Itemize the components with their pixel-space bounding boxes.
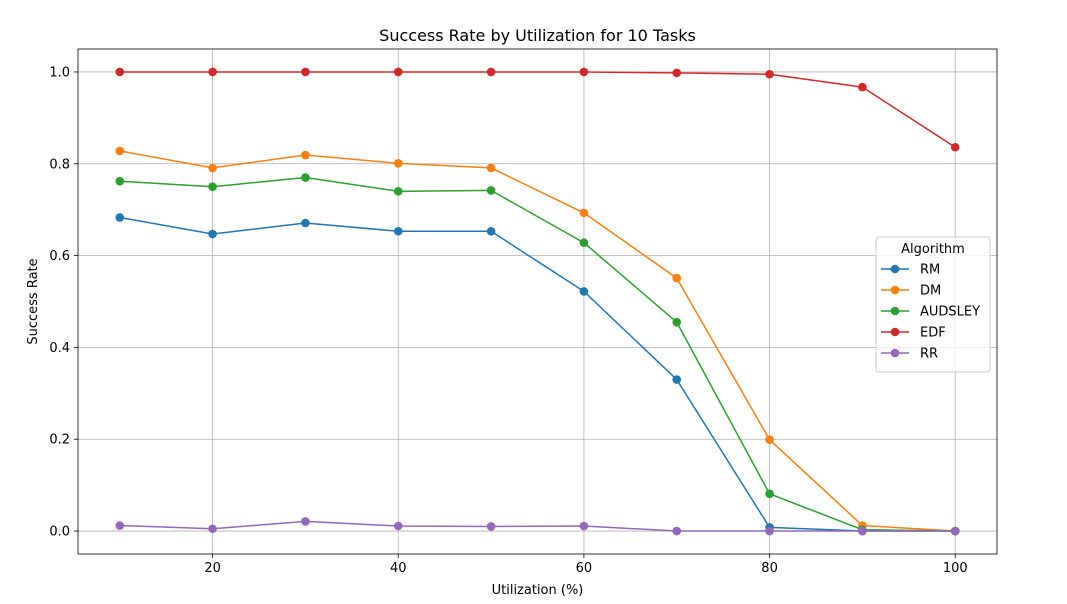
data-point-rm xyxy=(672,375,682,384)
y-tick-label: 0.8 xyxy=(49,157,70,172)
legend-swatch-marker xyxy=(890,327,900,337)
axes-frame xyxy=(77,48,998,555)
y-tick-label: 0.2 xyxy=(49,433,70,448)
series-dm xyxy=(115,146,960,536)
legend-label: AUDSLEY xyxy=(920,305,980,320)
legend-label: RM xyxy=(920,263,940,278)
data-point-edf xyxy=(950,142,960,152)
data-point-audsley xyxy=(672,317,682,327)
y-axis-label: Success Rate xyxy=(26,258,41,344)
y-tick-label: 0.4 xyxy=(49,341,70,356)
data-point-rm xyxy=(393,226,403,236)
data-point-edf xyxy=(765,69,774,79)
x-tick-label: 20 xyxy=(204,561,221,576)
data-point-rr xyxy=(950,526,960,536)
legend-item-edf: EDF xyxy=(881,326,946,341)
data-point-rm xyxy=(579,287,589,296)
data-point-audsley xyxy=(115,176,125,186)
legend-title: Algorithm xyxy=(901,242,965,257)
series-audsley xyxy=(115,173,960,536)
data-point-rm xyxy=(208,229,217,239)
data-point-dm xyxy=(579,208,589,218)
data-point-edf xyxy=(115,67,125,77)
x-tick-label: 100 xyxy=(943,561,968,576)
data-point-rr xyxy=(208,524,217,534)
data-point-audsley xyxy=(208,182,217,192)
legend-item-rm: RM xyxy=(881,263,940,278)
legend-item-audsley: AUDSLEY xyxy=(881,305,980,320)
data-point-edf xyxy=(672,68,682,78)
grid xyxy=(78,49,997,554)
data-point-rr xyxy=(301,517,310,526)
data-point-dm xyxy=(765,435,774,444)
series-line-rm xyxy=(119,216,956,532)
data-point-rm xyxy=(486,226,496,236)
x-tick-label: 80 xyxy=(761,561,778,576)
data-point-edf xyxy=(301,67,310,77)
legend-label: DM xyxy=(920,284,941,299)
chart-title: Success Rate by Utilization for 10 Tasks xyxy=(379,26,696,45)
data-point-dm xyxy=(672,273,682,283)
legend: Algorithm RM DM AUDSLEY EDF RR xyxy=(875,236,991,373)
x-tick-label: 40 xyxy=(390,561,407,576)
data-point-dm xyxy=(393,159,403,168)
legend-item-dm: DM xyxy=(881,284,941,299)
data-point-dm xyxy=(301,150,310,160)
series-rr xyxy=(115,517,960,536)
data-point-rr xyxy=(393,521,403,531)
y-tick-label: 0.6 xyxy=(49,249,70,264)
series-edf xyxy=(115,67,960,152)
series-line-audsley xyxy=(119,176,956,532)
legend-box xyxy=(875,236,991,373)
series-group xyxy=(115,67,960,536)
series-rm xyxy=(115,213,960,536)
series-line-edf xyxy=(119,71,956,148)
data-point-rm xyxy=(115,213,125,222)
legend-label: EDF xyxy=(920,326,946,341)
data-point-edf xyxy=(579,67,589,77)
series-line-dm xyxy=(119,150,956,532)
data-point-rm xyxy=(301,218,310,228)
data-point-dm xyxy=(208,163,217,173)
data-point-rr xyxy=(579,521,589,531)
data-point-audsley xyxy=(486,186,496,195)
legend-item-rr: RR xyxy=(881,347,938,362)
legend-swatch-marker xyxy=(890,285,900,295)
y-tick-label: 1.0 xyxy=(49,65,70,80)
legend-swatch-marker xyxy=(890,348,900,358)
axis-ticks: 20 40 60 80 100 0.0 0.2 0.4 0.6 0.8 1.0 xyxy=(49,65,967,576)
data-point-rr xyxy=(115,521,125,530)
data-point-rr xyxy=(858,526,867,536)
data-point-audsley xyxy=(579,238,589,248)
data-point-edf xyxy=(486,67,496,77)
x-tick-label: 60 xyxy=(576,561,593,576)
legend-label: RR xyxy=(920,347,938,362)
data-point-audsley xyxy=(765,489,774,499)
data-point-dm xyxy=(115,146,125,156)
data-point-audsley xyxy=(301,173,310,182)
data-point-edf xyxy=(858,82,867,92)
data-point-dm xyxy=(486,163,496,173)
legend-swatch-marker xyxy=(890,264,900,274)
y-tick-label: 0.0 xyxy=(49,525,70,540)
data-point-edf xyxy=(208,67,217,77)
series-line-rr xyxy=(119,520,956,532)
data-point-audsley xyxy=(393,187,403,196)
legend-swatch-marker xyxy=(890,306,900,316)
data-point-rr xyxy=(765,526,774,536)
data-point-rr xyxy=(486,522,496,531)
x-axis-label: Utilization (%) xyxy=(492,583,584,598)
data-point-edf xyxy=(393,67,403,77)
data-point-rr xyxy=(672,526,682,536)
